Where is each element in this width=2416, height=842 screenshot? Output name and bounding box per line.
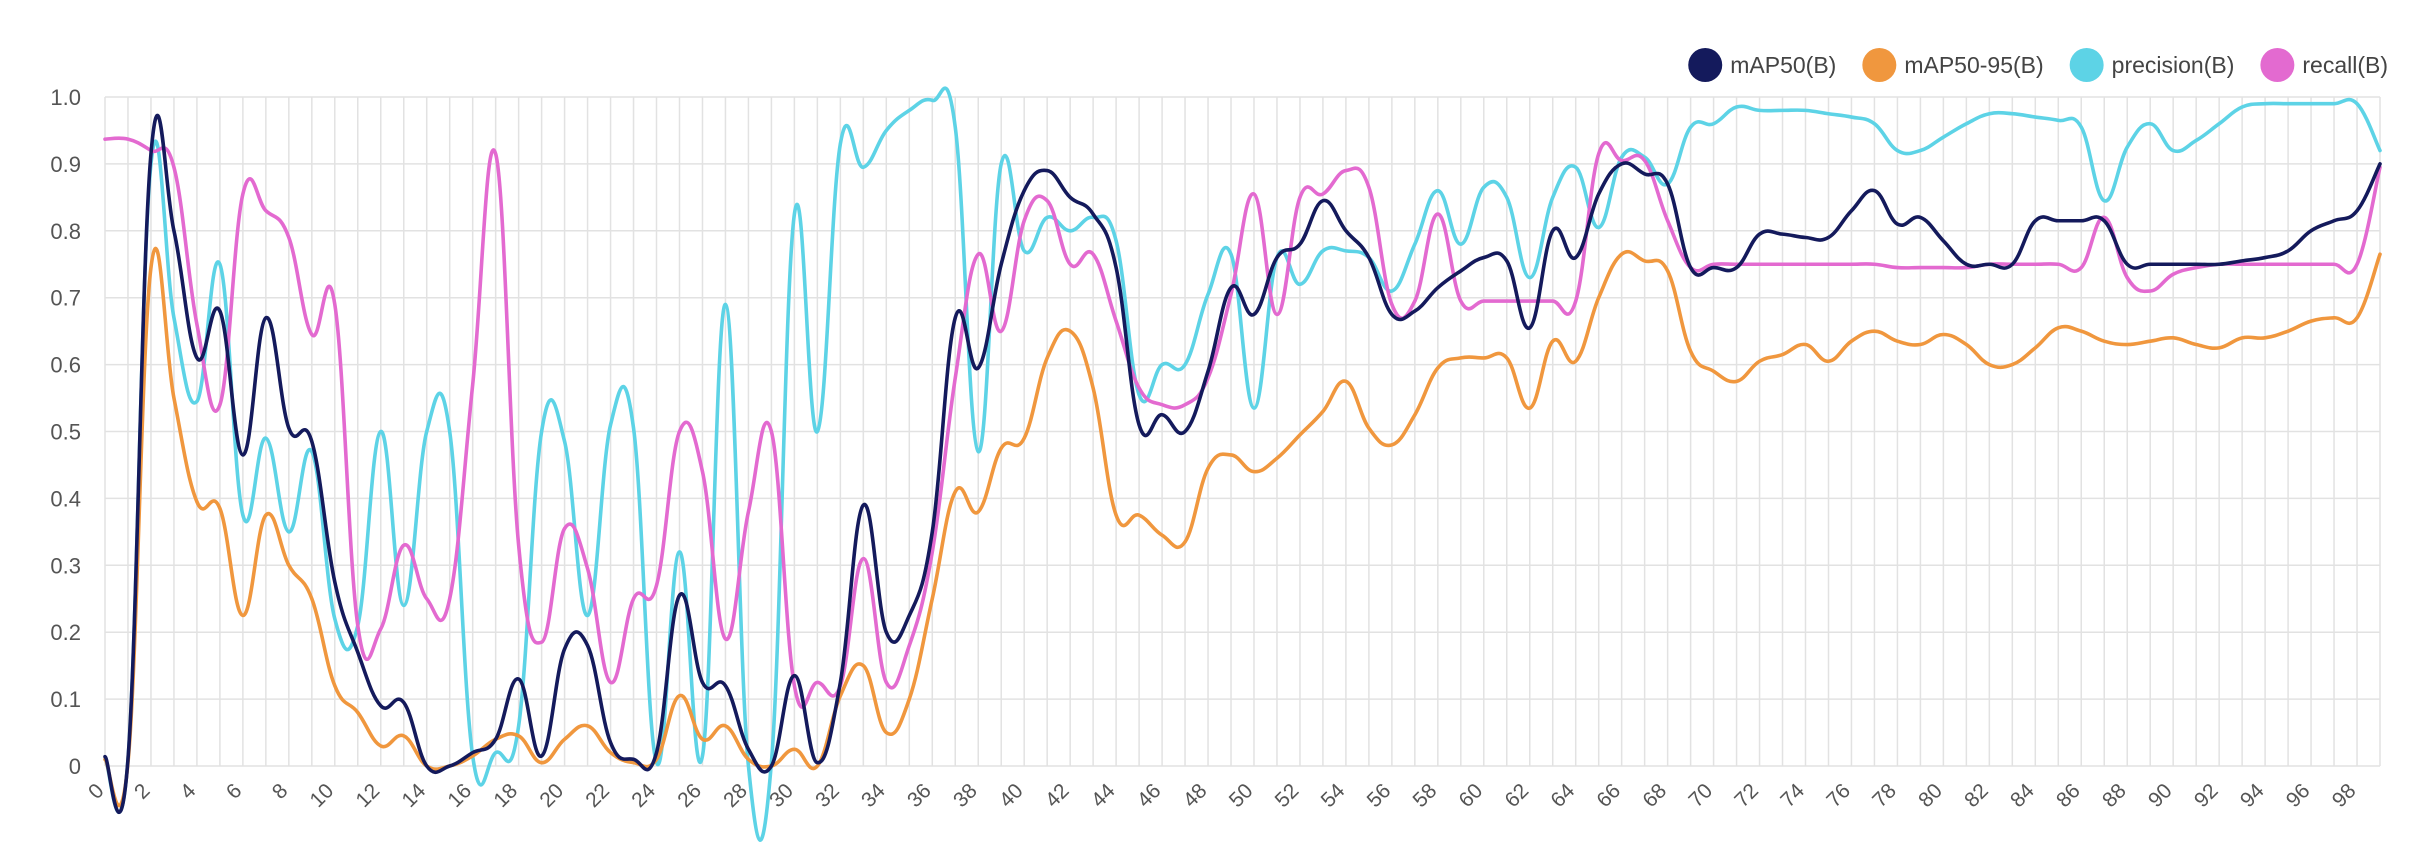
x-tick-label: 8 (268, 779, 293, 804)
legend-label: mAP50(B) (1730, 52, 1836, 78)
y-tick-label: 0.7 (50, 286, 81, 311)
legend-swatch (2069, 48, 2104, 82)
x-tick-label: 78 (1868, 779, 1901, 812)
legend-item[interactable]: recall(B) (2260, 48, 2388, 82)
x-tick-label: 28 (719, 779, 752, 812)
x-tick-label: 90 (2144, 779, 2177, 812)
x-tick-label: 10 (306, 779, 339, 812)
x-tick-label: 26 (673, 779, 706, 812)
x-tick-label: 76 (1822, 779, 1855, 812)
y-tick-label: 0.2 (50, 620, 81, 645)
x-tick-label: 74 (1776, 779, 1809, 812)
y-tick-label: 0.8 (50, 219, 81, 244)
legend-swatch (1688, 48, 1723, 82)
legend[interactable]: mAP50(B) mAP50-95(B) precision(B) recall(B) (1688, 48, 2388, 82)
x-tick-label: 82 (1960, 779, 1993, 812)
x-tick-label: 44 (1087, 779, 1120, 812)
x-tick-label: 4 (176, 779, 201, 804)
x-tick-label: 14 (397, 779, 430, 812)
x-tick-label: 80 (1914, 779, 1947, 812)
x-tick-label: 42 (1041, 779, 1074, 812)
x-tick-label: 20 (535, 779, 568, 812)
x-tick-label: 52 (1271, 779, 1304, 812)
x-tick-label: 68 (1638, 779, 1671, 812)
x-tick-label: 34 (857, 779, 890, 812)
x-tick-label: 70 (1684, 779, 1717, 812)
x-tick-label: 16 (443, 779, 476, 812)
x-tick-label: 64 (1546, 779, 1579, 812)
y-tick-label: 0.4 (50, 486, 81, 511)
series-lines (103, 86, 2382, 842)
legend-swatch (1862, 48, 1897, 82)
legend-swatch (2260, 48, 2295, 82)
grid (104, 96, 2381, 767)
x-tick-label: 56 (1363, 779, 1396, 812)
legend-item[interactable]: mAP50(B) (1688, 48, 1836, 82)
x-tick-label: 86 (2052, 779, 2085, 812)
x-tick-label: 58 (1409, 779, 1442, 812)
legend-label: precision(B) (2112, 52, 2235, 78)
y-tick-label: 0 (69, 754, 81, 779)
y-tick-label: 0.3 (50, 553, 81, 578)
x-tick-label: 72 (1730, 779, 1763, 812)
x-tick-label: 62 (1501, 779, 1534, 812)
x-tick-label: 84 (2006, 779, 2039, 812)
x-tick-label: 0 (84, 779, 109, 804)
x-tick-label: 38 (949, 779, 982, 812)
y-tick-label: 0.5 (50, 420, 81, 445)
series-line-precision-b (103, 86, 2382, 842)
y-tick-label: 1.0 (50, 85, 81, 110)
legend-label: recall(B) (2302, 52, 2388, 78)
x-tick-label: 36 (903, 779, 936, 812)
y-tick-label: 0.1 (50, 687, 81, 712)
x-tick-label: 94 (2236, 779, 2269, 812)
x-tick-label: 12 (352, 779, 385, 812)
x-axis: 0 2 4 6 8 10 12 14 16 18 20 22 24 26 28 30 32 34 36 38 40 42 4… (84, 779, 2361, 812)
x-tick-label: 40 (995, 779, 1028, 812)
x-tick-label: 46 (1133, 779, 1166, 812)
legend-item[interactable]: precision(B) (2069, 48, 2235, 82)
x-tick-label: 54 (1317, 779, 1350, 812)
x-tick-label: 48 (1179, 779, 1212, 812)
x-tick-label: 2 (130, 779, 155, 804)
x-tick-label: 22 (581, 779, 614, 812)
x-tick-label: 98 (2328, 779, 2361, 812)
y-tick-label: 0.6 (50, 353, 81, 378)
x-tick-label: 24 (627, 779, 660, 812)
y-tick-label: 0.9 (50, 152, 81, 177)
x-tick-label: 96 (2282, 779, 2315, 812)
legend-label: mAP50-95(B) (1904, 52, 2043, 78)
series-line-map50-b (103, 113, 2382, 815)
series-line-recall-b (103, 136, 2382, 709)
x-tick-label: 60 (1455, 779, 1488, 812)
x-tick-label: 50 (1225, 779, 1258, 812)
x-tick-label: 66 (1592, 779, 1625, 812)
x-tick-label: 32 (811, 779, 844, 812)
series-line-map50-95-b (103, 246, 2382, 808)
x-tick-label: 88 (2098, 779, 2131, 812)
x-tick-label: 6 (222, 779, 247, 804)
x-tick-label: 18 (489, 779, 522, 812)
y-axis: 0 0.1 0.2 0.3 0.4 0.5 0.6 0.7 0.8 0.9 1.0 (50, 85, 81, 779)
legend-item[interactable]: mAP50-95(B) (1862, 48, 2044, 82)
x-tick-label: 92 (2190, 779, 2223, 812)
